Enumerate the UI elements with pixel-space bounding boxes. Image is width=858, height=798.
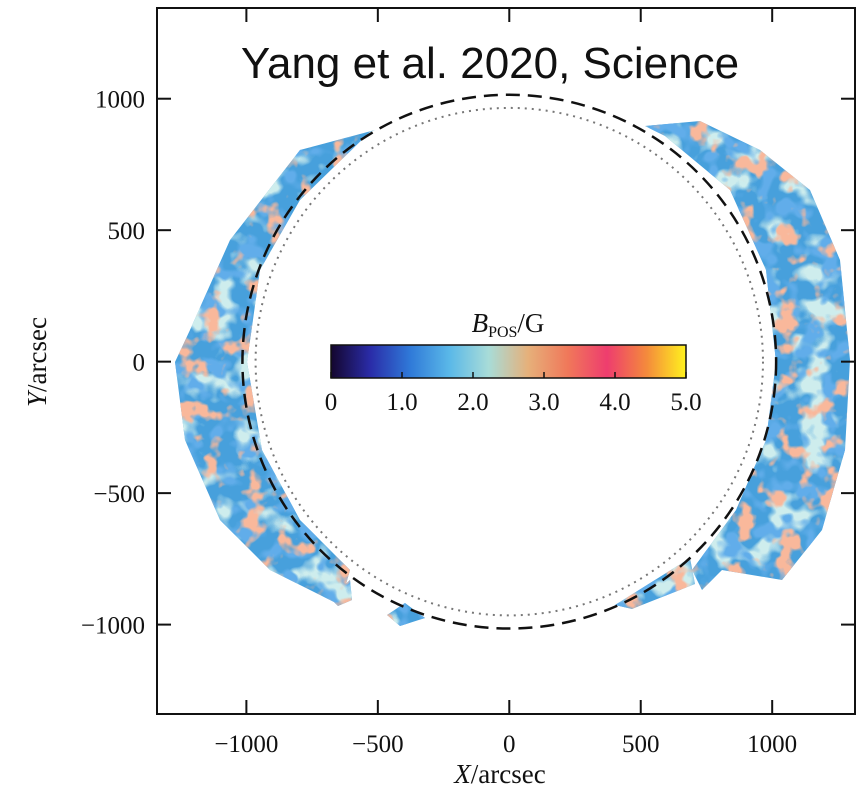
colorbar-tick-label: 0 [325,389,338,416]
y-unit: /arcsec [22,317,52,392]
x-unit: /arcsec [471,759,546,789]
y-tick-label: −1000 [81,613,145,640]
x-tick-label: 500 [622,731,660,758]
y-tick-label: 0 [133,350,146,377]
y-axis-label: Y/arcsec [22,317,52,407]
colorbar-label: BPOS/G [472,308,545,341]
chart: Yang et al. 2020, Science X/arcsec Y/arc… [0,0,858,793]
colorbar [331,345,686,378]
y-tick-label: 1000 [95,87,145,114]
y-tick-label: 500 [108,218,146,245]
x-tick-label: −1000 [214,731,278,758]
colorbar-tick-label: 2.0 [457,389,488,416]
colorbar-tick-label: 3.0 [528,389,559,416]
x-axis-label: X/arcsec [453,759,545,789]
x-symbol: X [453,759,472,789]
x-tick-label: −500 [352,731,404,758]
colorbar-tick-label: 5.0 [670,389,701,416]
colorbar-tick-label: 4.0 [599,389,630,416]
cb-symbol: B [472,308,489,338]
x-tick-label: 0 [503,731,516,758]
x-tick-label: 1000 [747,731,797,758]
colorbar-tick-label: 1.0 [386,389,417,416]
title: Yang et al. 2020, Science [241,39,739,88]
cb-unit: /G [517,308,544,338]
cb-subscript: POS [488,324,517,341]
y-tick-label: −500 [93,481,145,508]
